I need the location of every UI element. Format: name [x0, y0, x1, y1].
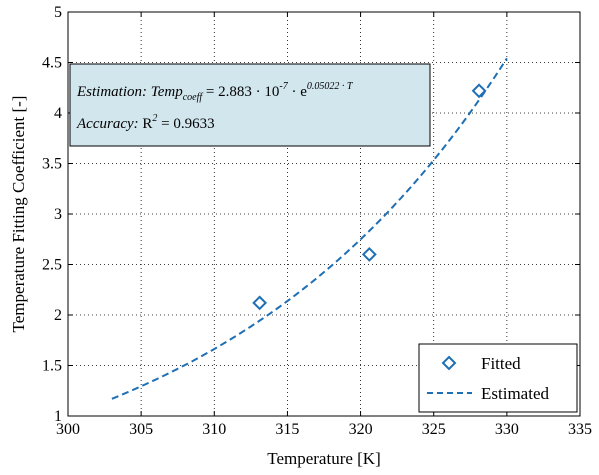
legend-label-fitted: Fitted: [481, 354, 521, 373]
y-tick-label: 4.5: [42, 55, 62, 72]
estimated-curve: [111, 57, 508, 400]
x-axis-title: Temperature [K]: [267, 449, 381, 468]
accuracy-r-sup: 2: [152, 113, 157, 124]
legend: Fitted Estimated: [418, 343, 578, 413]
estimation-middle: = 2.883 · 10: [202, 84, 279, 100]
y-tick-label: 3.5: [42, 156, 62, 173]
accuracy-r: R: [139, 116, 153, 132]
y-tick-label: 3: [54, 206, 62, 223]
x-tick-label: 310: [202, 421, 226, 438]
equation-annotation: Estimation: Tempcoeff = 2.883 · 10-7 · e…: [69, 63, 431, 147]
x-tick-label: 320: [349, 421, 373, 438]
x-tick-label: 315: [275, 421, 299, 438]
accuracy-text: Accuracy: R2 = 0.9633: [76, 113, 215, 132]
estimated-curve-layer: [111, 57, 508, 400]
y-tick-label: 2.5: [42, 257, 62, 274]
estimation-equation: Estimation: Tempcoeff = 2.883 · 10-7 · e…: [76, 81, 354, 103]
estimation-exponent-2: 0.05022 · T: [307, 81, 354, 92]
accuracy-label: Accuracy:: [76, 116, 139, 132]
y-tick-label: 4: [54, 105, 62, 122]
legend-box: [418, 343, 578, 413]
fitted-markers-layer: [252, 83, 487, 311]
y-axis-title: Temperature Fitting Coefficient [-]: [9, 96, 28, 333]
y-tick-label: 1.5: [42, 358, 62, 375]
fitted-point: [361, 246, 377, 262]
x-tick-label: 305: [129, 421, 153, 438]
y-tick-label: 1: [54, 408, 62, 425]
x-tick-label: 330: [495, 421, 519, 438]
estimation-exponent-1: -7: [279, 81, 288, 92]
axis-ticks: 300 305 310 315 320 325 330 335 1 1.5 2 2.5 3 3.5 4 4.5…: [42, 4, 592, 438]
fitted-point: [252, 295, 268, 311]
estimation-mid2: · e: [288, 84, 307, 100]
estimation-subscript: coeff: [183, 92, 204, 103]
accuracy-value: = 0.9633: [157, 116, 214, 132]
legend-diamond-marker: [441, 355, 457, 371]
y-tick-label: 5: [54, 4, 62, 21]
x-tick-label: 325: [422, 421, 446, 438]
estimation-prefix: Estimation: Temp: [76, 84, 183, 100]
fitted-point: [471, 83, 487, 99]
annotation-box: [69, 63, 431, 147]
legend-label-estimated: Estimated: [481, 384, 549, 403]
x-tick-label: 300: [56, 421, 80, 438]
x-tick-label: 335: [568, 421, 592, 438]
y-tick-label: 2: [54, 307, 62, 324]
